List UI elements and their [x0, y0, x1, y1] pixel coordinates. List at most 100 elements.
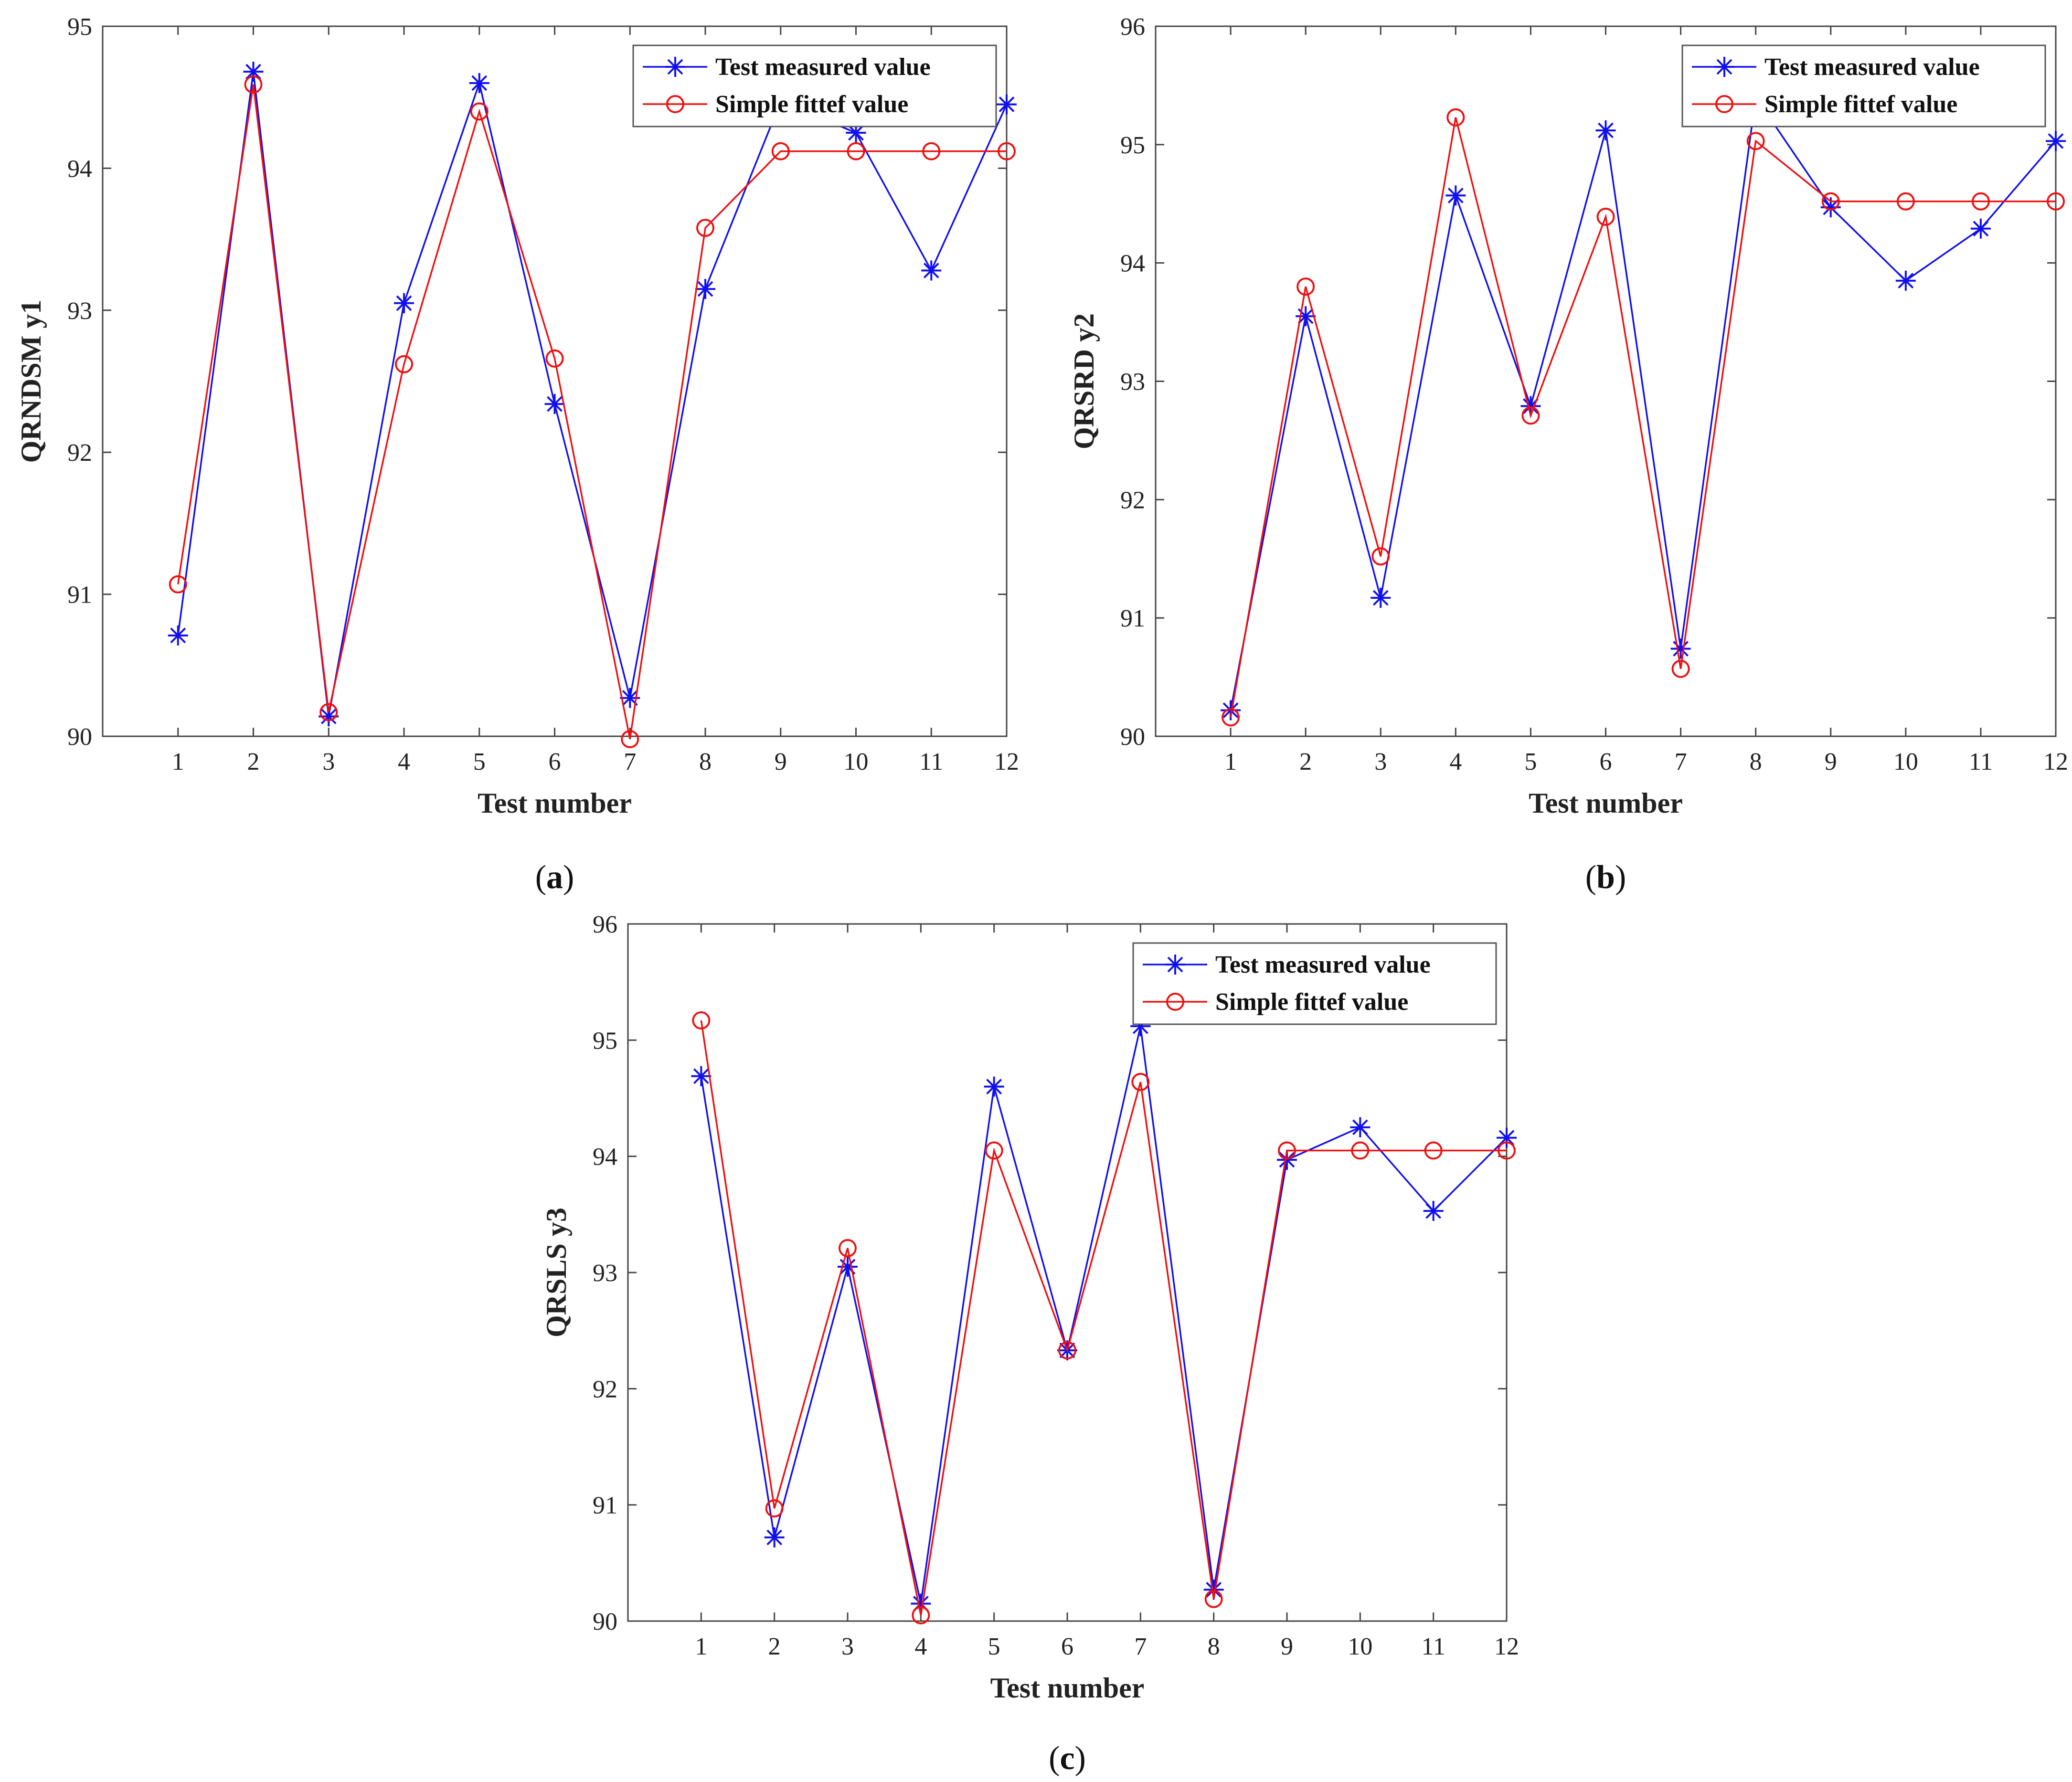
plot-area: [1155, 25, 2057, 737]
data-point-measured: [695, 279, 715, 299]
x-tick-label: 3: [322, 748, 335, 775]
y-tick-label: 91: [1120, 605, 1145, 632]
data-point-fitted: [319, 703, 338, 721]
legend-marker-asterisk: [1165, 955, 1185, 975]
y-tick-label: 92: [1120, 487, 1145, 514]
data-point-fitted: [1296, 277, 1315, 296]
x-tick-label: 8: [1208, 1633, 1220, 1660]
data-point-fitted: [244, 75, 263, 94]
caption-letter: b: [1596, 859, 1615, 896]
legend: Test measured value Simple fittef value: [1132, 942, 1497, 1025]
x-tick-label: 1: [1224, 748, 1237, 775]
data-point-fitted: [839, 1239, 857, 1257]
y-tick-label: 94: [1120, 250, 1145, 277]
data-point-measured: [1350, 1117, 1371, 1137]
data-point-fitted: [692, 1011, 711, 1029]
y-tick-label: 91: [67, 582, 92, 609]
data-point-fitted: [545, 349, 564, 368]
legend: Test measured value Simple fittef value: [632, 44, 997, 127]
data-point-measured: [1670, 638, 1691, 659]
data-point-measured: [1371, 588, 1391, 608]
data-point-measured: [243, 62, 264, 82]
x-tick-label: 6: [549, 748, 561, 775]
x-tick-label: 11: [1422, 1633, 1445, 1660]
x-tick-label: 11: [1969, 748, 1993, 775]
x-tick-label: 6: [1061, 1633, 1073, 1660]
data-point-measured: [1895, 270, 1916, 291]
data-point-fitted: [621, 730, 639, 748]
y-tick-label: 92: [593, 1376, 617, 1403]
data-point-measured: [1497, 1127, 1517, 1148]
caption-open-paren: (: [535, 859, 546, 896]
legend-marker-asterisk: [1714, 57, 1734, 77]
data-point-measured: [1595, 120, 1616, 141]
data-point-fitted: [922, 142, 941, 160]
data-point-fitted: [1596, 208, 1615, 226]
y-axis-label: QRNDSM y1: [15, 300, 47, 463]
series-line-fitted: [700, 1020, 1507, 1616]
x-tick-label: 10: [1893, 748, 1918, 775]
data-point-fitted: [1278, 1141, 1296, 1160]
x-tick-label: 10: [1348, 1633, 1372, 1660]
data-point-measured: [1277, 1149, 1297, 1170]
data-point-fitted: [169, 575, 187, 594]
y-axis-label: QRSRD y2: [1068, 313, 1100, 449]
x-axis-label: Test number: [478, 787, 632, 819]
legend-label: Simple fittef value: [1215, 988, 1408, 1016]
data-point-measured: [846, 123, 866, 143]
data-point-measured: [1221, 700, 1241, 721]
data-point-measured: [1820, 197, 1841, 218]
x-tick-label: 5: [988, 1633, 1000, 1660]
plot-area: [102, 25, 1008, 737]
legend-box: [1681, 44, 2046, 127]
caption-letter: a: [546, 859, 563, 896]
caption-open-paren: (: [1049, 1740, 1060, 1777]
x-tick-label: 9: [775, 748, 787, 775]
data-point-fitted: [1821, 192, 1840, 211]
data-point-fitted: [771, 142, 790, 160]
data-point-measured: [984, 1076, 1004, 1097]
series-line-measured: [700, 1026, 1508, 1604]
caption-letter: c: [1060, 1740, 1074, 1777]
series-line-fitted: [177, 84, 1007, 740]
x-tick-label: 5: [1524, 748, 1537, 775]
caption-close-paren: ): [1615, 859, 1626, 896]
x-tick-label: 3: [841, 1633, 854, 1660]
data-point-fitted: [395, 355, 413, 373]
data-point-fitted: [1058, 1341, 1076, 1360]
data-point-measured: [838, 1256, 858, 1277]
data-point-fitted: [1446, 108, 1465, 127]
y-tick-label: 94: [593, 1144, 617, 1171]
data-point-fitted: [470, 102, 489, 121]
x-tick-label: 9: [1281, 1633, 1293, 1660]
x-tick-label: 9: [1825, 748, 1837, 775]
data-point-measured: [997, 94, 1017, 115]
data-point-measured: [1445, 185, 1466, 206]
legend-label: Simple fittef value: [715, 91, 908, 118]
x-tick-label: 7: [624, 748, 636, 775]
x-tick-label: 3: [1374, 748, 1387, 775]
x-tick-label: 6: [1600, 748, 1612, 775]
x-tick-label: 10: [844, 748, 869, 775]
series-line-fitted: [1230, 117, 2056, 718]
y-tick-label: 93: [67, 297, 92, 325]
x-axis-label: Test number: [1529, 787, 1683, 819]
data-point-measured: [921, 260, 942, 281]
data-point-fitted: [1746, 132, 1765, 150]
data-point-measured: [1970, 218, 1991, 239]
y-tick-label: 95: [593, 1027, 617, 1054]
legend-marker-circle: [666, 95, 684, 113]
data-point-measured: [469, 73, 489, 93]
data-point-measured: [544, 394, 565, 414]
x-tick-label: 2: [1299, 748, 1312, 775]
y-axis-label: QRSLS y3: [541, 1208, 572, 1337]
panel-caption: (b): [1585, 859, 1626, 896]
legend-marker-circle: [1166, 993, 1184, 1011]
x-tick-label: 1: [695, 1633, 707, 1660]
x-tick-label: 12: [1494, 1633, 1519, 1660]
y-tick-label: 95: [67, 13, 92, 41]
data-point-fitted: [1971, 192, 1990, 211]
